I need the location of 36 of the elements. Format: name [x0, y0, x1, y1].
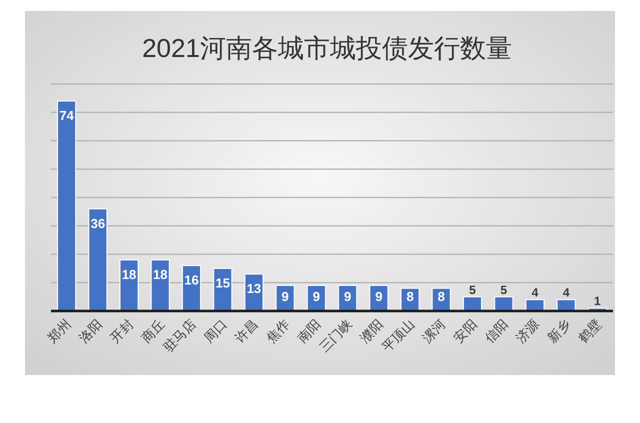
- data-label: 18: [122, 266, 136, 282]
- data-label: 9: [312, 289, 320, 304]
- x-tick-label: 洛阳: [76, 316, 105, 346]
- data-label: 16: [184, 272, 199, 288]
- bar: [57, 100, 76, 312]
- x-tick-label: 焦作: [263, 316, 292, 346]
- data-label: 9: [282, 289, 289, 304]
- x-tick-label: 漯河: [419, 316, 448, 346]
- x-tick-label: 安阳: [450, 316, 480, 346]
- data-label: 4: [532, 286, 539, 300]
- x-tick-label: 郑州: [44, 316, 74, 346]
- data-label: 5: [500, 282, 508, 297]
- x-tick-label: 新乡: [544, 316, 574, 346]
- bar: [150, 259, 170, 312]
- data-label: 74: [59, 108, 75, 124]
- data-label: 9: [344, 289, 352, 304]
- data-label: 18: [153, 266, 168, 282]
- data-label: 15: [215, 275, 230, 290]
- data-label: 1: [594, 294, 602, 308]
- chart-title: 2021河南各城市城投债发行数量: [142, 33, 512, 63]
- x-tick-label: 周口: [200, 316, 230, 346]
- x-tick-label: 开封: [107, 316, 136, 346]
- bar: [494, 296, 514, 312]
- data-label: 36: [90, 216, 106, 231]
- data-label: 5: [469, 282, 476, 297]
- x-tick-label: 许昌: [232, 316, 262, 346]
- x-tick-label: 鹤壁: [576, 316, 605, 346]
- data-label: 9: [375, 289, 382, 304]
- bar: [88, 208, 108, 312]
- data-label: 4: [562, 286, 570, 300]
- data-label: 8: [406, 289, 414, 304]
- x-tick-label: 信阳: [482, 316, 511, 346]
- data-label: 13: [246, 281, 262, 296]
- bar: [213, 268, 232, 312]
- data-label: 8: [438, 289, 445, 304]
- x-tick-label: 济源: [513, 316, 542, 346]
